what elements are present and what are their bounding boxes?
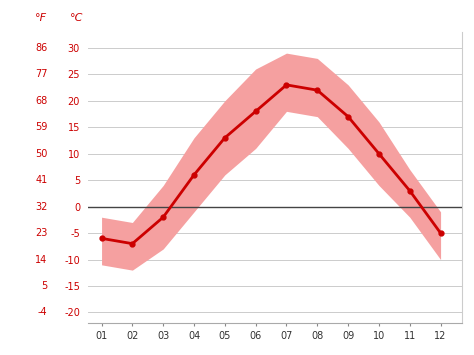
Text: 14: 14	[35, 255, 47, 264]
Text: -4: -4	[38, 307, 47, 317]
Text: 50: 50	[35, 149, 47, 159]
Text: 59: 59	[35, 122, 47, 132]
Text: °F: °F	[36, 13, 47, 23]
Text: 68: 68	[35, 96, 47, 106]
Text: 77: 77	[35, 69, 47, 79]
Text: 5: 5	[41, 281, 47, 291]
Text: 23: 23	[35, 228, 47, 238]
Text: 41: 41	[35, 175, 47, 185]
Text: 86: 86	[35, 43, 47, 53]
Text: °C: °C	[70, 13, 83, 23]
Text: 32: 32	[35, 202, 47, 212]
